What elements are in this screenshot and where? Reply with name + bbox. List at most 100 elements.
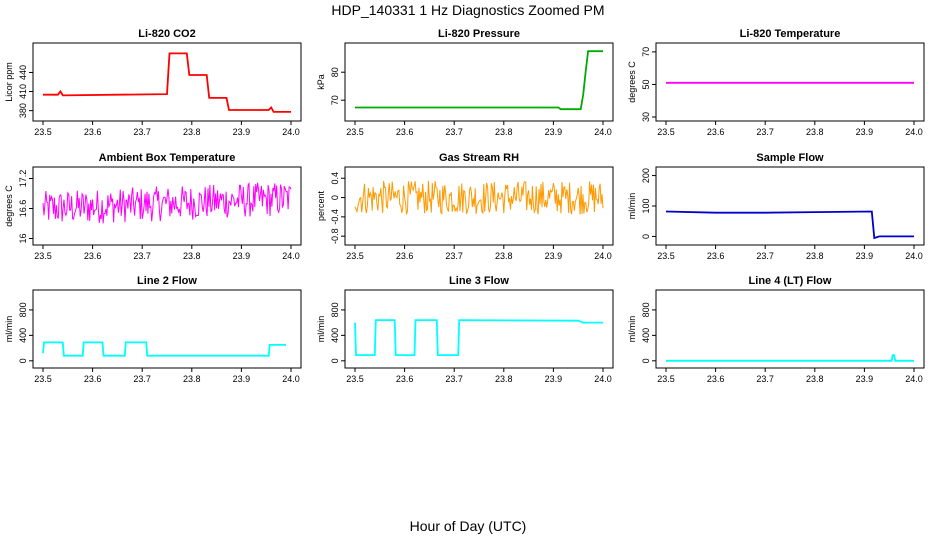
x-tick-label: 23.8 — [183, 127, 201, 137]
plot-frame — [344, 166, 614, 246]
series-line — [665, 210, 914, 240]
x-tick-label: 24.0 — [282, 127, 300, 137]
plot-frame — [655, 42, 925, 122]
x-tick-label: 23.5 — [657, 127, 675, 137]
y-tick-label: -0.4 — [330, 209, 340, 225]
x-tick-label: 23.7 — [133, 374, 151, 384]
x-axis-label: Hour of Day (UTC) — [409, 518, 527, 534]
x-tick-label: 23.5 — [657, 374, 675, 384]
y-tick-label: 800 — [330, 302, 340, 317]
x-tick-label: 23.6 — [707, 374, 725, 384]
panel-title: Li-820 Temperature — [740, 28, 841, 40]
panel-title: Li-820 CO2 — [138, 28, 195, 40]
y-axis-label: ml/min — [4, 316, 14, 343]
plot-frame — [32, 166, 302, 246]
y-tick-label: 0 — [641, 234, 651, 239]
x-tick-label: 23.9 — [545, 251, 563, 261]
x-tick-label: 23.8 — [183, 374, 201, 384]
x-tick-label: 23.5 — [346, 127, 364, 137]
y-tick-label: 17.2 — [18, 170, 28, 188]
panel-title: Ambient Box Temperature — [99, 152, 236, 164]
series-line — [43, 52, 291, 113]
x-tick-label: 23.5 — [34, 127, 52, 137]
x-tick-label: 24.0 — [594, 374, 612, 384]
panel-5: Gas Stream RH 23.5 23.6 23.7 23.8 23.9 24.0 -0.… — [316, 152, 614, 261]
x-tick-label: 23.9 — [856, 127, 874, 137]
y-tick-label: -0.8 — [330, 228, 340, 244]
plot-frame — [344, 42, 614, 122]
x-tick-label: 23.9 — [233, 251, 251, 261]
x-tick-label: 23.6 — [84, 251, 102, 261]
y-tick-label: 400 — [330, 328, 340, 343]
y-tick-label: 400 — [641, 328, 651, 343]
x-tick-label: 24.0 — [905, 251, 923, 261]
y-axis-label: degrees C — [4, 185, 14, 227]
y-tick-label: 0 — [18, 358, 28, 363]
y-tick-label: 70 — [330, 95, 340, 105]
y-tick-label: 400 — [18, 328, 28, 343]
panel-title: Sample Flow — [756, 152, 824, 164]
y-tick-label: 0 — [330, 195, 340, 200]
y-tick-label: 30 — [641, 112, 651, 122]
y-axis-label: degrees C — [627, 61, 637, 103]
y-tick-label: 50 — [641, 79, 651, 89]
y-tick-label: 0.4 — [330, 172, 340, 185]
x-tick-label: 23.9 — [233, 127, 251, 137]
x-tick-label: 23.6 — [707, 127, 725, 137]
plot-frame — [32, 289, 302, 369]
y-tick-label: 380 — [18, 103, 28, 118]
y-tick-label: 80 — [330, 67, 340, 77]
y-tick-label: 100 — [641, 198, 651, 213]
panel-2: Li-820 Pressure 23.5 23.6 23.7 23.8 23.9 24.0 7… — [316, 28, 614, 137]
panel-1: Li-820 CO2 23.5 23.6 23.7 23.8 23.9 24.0 380 410… — [4, 28, 302, 137]
plot-frame — [344, 289, 614, 369]
x-tick-label: 24.0 — [905, 374, 923, 384]
panel-title: Gas Stream RH — [439, 152, 519, 164]
panel-title: Line 4 (LT) Flow — [749, 275, 832, 287]
panel-6: Sample Flow 23.5 23.6 23.7 23.8 23.9 24.0 0 100 2… — [627, 152, 925, 261]
y-tick-label: 200 — [641, 168, 651, 183]
x-tick-label: 23.6 — [707, 251, 725, 261]
x-tick-label: 23.6 — [396, 374, 414, 384]
x-tick-label: 24.0 — [594, 251, 612, 261]
x-tick-label: 23.7 — [445, 374, 463, 384]
x-tick-label: 23.8 — [806, 251, 824, 261]
x-tick-label: 23.7 — [133, 127, 151, 137]
y-tick-label: 440 — [18, 65, 28, 80]
series-line — [42, 181, 292, 224]
series-line — [354, 319, 603, 357]
x-tick-label: 23.7 — [756, 251, 774, 261]
x-tick-label: 23.5 — [34, 251, 52, 261]
plot-frame — [655, 166, 925, 246]
series-line — [42, 341, 286, 357]
x-tick-label: 23.7 — [445, 251, 463, 261]
y-axis-label: ml/min — [316, 316, 326, 343]
panel-title: Line 2 Flow — [137, 275, 197, 287]
panel-3: Li-820 Temperature 23.5 23.6 23.7 23.8 23.9 24… — [627, 28, 925, 137]
x-tick-label: 23.9 — [545, 127, 563, 137]
x-tick-label: 23.8 — [495, 374, 513, 384]
x-tick-label: 24.0 — [594, 127, 612, 137]
y-tick-label: 800 — [18, 302, 28, 317]
x-tick-label: 24.0 — [282, 251, 300, 261]
x-tick-label: 23.6 — [396, 127, 414, 137]
series-line — [354, 180, 604, 215]
x-tick-label: 23.7 — [133, 251, 151, 261]
x-tick-label: 23.8 — [495, 251, 513, 261]
figure-title: HDP_140331 1 Hz Diagnostics Zoomed PM — [331, 2, 605, 18]
y-tick-label: 16.6 — [18, 200, 28, 218]
x-tick-label: 23.8 — [495, 127, 513, 137]
x-tick-label: 23.9 — [856, 251, 874, 261]
y-tick-label: 410 — [18, 84, 28, 99]
x-tick-label: 23.8 — [183, 251, 201, 261]
x-tick-label: 23.7 — [445, 127, 463, 137]
x-tick-label: 24.0 — [282, 374, 300, 384]
x-tick-label: 23.5 — [34, 374, 52, 384]
y-axis-label: ml/min — [627, 193, 637, 220]
x-tick-label: 23.5 — [346, 374, 364, 384]
x-tick-label: 23.5 — [346, 251, 364, 261]
x-tick-label: 23.7 — [756, 374, 774, 384]
x-tick-label: 23.5 — [657, 251, 675, 261]
x-tick-label: 23.6 — [84, 127, 102, 137]
